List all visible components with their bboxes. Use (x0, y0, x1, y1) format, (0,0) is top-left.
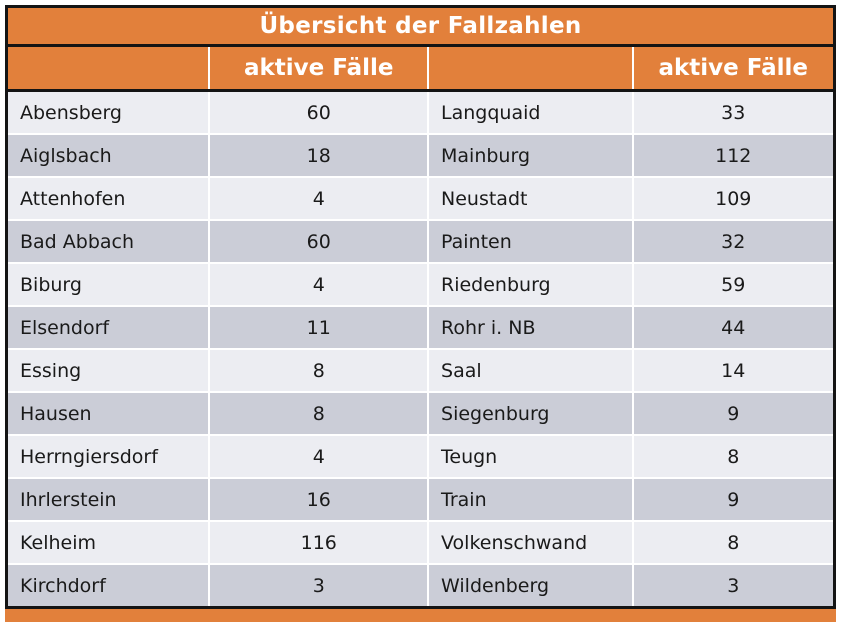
municipality-name-cell: Ihrlerstein (8, 479, 209, 520)
municipality-name-cell: Bad Abbach (8, 221, 209, 262)
municipality-name-cell: Neustadt (429, 178, 632, 219)
active-cases-value-cell: 8 (633, 522, 833, 563)
active-cases-value-cell: 3 (210, 565, 428, 606)
table-title: Übersicht der Fallzahlen (8, 8, 833, 47)
active-cases-value-cell: 11 (210, 307, 428, 348)
municipality-name-cell: Attenhofen (8, 178, 209, 219)
municipality-name-cell: Abensberg (8, 92, 209, 133)
table-header-row: aktive Fälle aktive Fälle (8, 47, 833, 92)
active-cases-value-cell: 9 (633, 393, 833, 434)
active-cases-value-cell: 116 (210, 522, 428, 563)
municipality-name-cell: Painten (429, 221, 632, 262)
active-cases-value-cell: 8 (210, 350, 428, 391)
municipality-name-cell: Teugn (429, 436, 632, 477)
municipality-name-cell: Langquaid (429, 92, 632, 133)
table-row: Abensberg 60 Langquaid 33 (8, 92, 833, 133)
table-row: Biburg 4 Riedenburg 59 (8, 264, 833, 305)
municipality-name-cell: Essing (8, 350, 209, 391)
municipality-name-cell: Aiglsbach (8, 135, 209, 176)
header-cell-municipality-right (429, 47, 632, 89)
active-cases-value-cell: 44 (633, 307, 833, 348)
table-row: Attenhofen 4 Neustadt 109 (8, 178, 833, 219)
municipality-name-cell: Siegenburg (429, 393, 632, 434)
municipality-name-cell: Wildenberg (429, 565, 632, 606)
active-cases-value-cell: 109 (633, 178, 833, 219)
active-cases-value-cell: 18 (210, 135, 428, 176)
table-row: Ihrlerstein 16 Train 9 (8, 479, 833, 520)
active-cases-value-cell: 32 (633, 221, 833, 262)
municipality-name-cell: Kirchdorf (8, 565, 209, 606)
active-cases-value-cell: 33 (633, 92, 833, 133)
table-row: Kirchdorf 3 Wildenberg 3 (8, 565, 833, 606)
municipality-name-cell: Saal (429, 350, 632, 391)
table-row: Elsendorf 11 Rohr i. NB 44 (8, 307, 833, 348)
active-cases-value-cell: 4 (210, 264, 428, 305)
active-cases-value-cell: 112 (633, 135, 833, 176)
table-row: Hausen 8 Siegenburg 9 (8, 393, 833, 434)
municipality-name-cell: Herrngiersdorf (8, 436, 209, 477)
active-cases-value-cell: 59 (633, 264, 833, 305)
municipality-name-cell: Volkenschwand (429, 522, 632, 563)
municipality-name-cell: Riedenburg (429, 264, 632, 305)
municipality-name-cell: Mainburg (429, 135, 632, 176)
table-row: Essing 8 Saal 14 (8, 350, 833, 391)
header-cell-active-cases-left: aktive Fälle (210, 47, 428, 89)
active-cases-value-cell: 60 (210, 221, 428, 262)
municipality-name-cell: Train (429, 479, 632, 520)
cases-table: Übersicht der Fallzahlen aktive Fälle ak… (5, 5, 836, 606)
active-cases-value-cell: 14 (633, 350, 833, 391)
active-cases-value-cell: 9 (633, 479, 833, 520)
table-row: Bad Abbach 60 Painten 32 (8, 221, 833, 262)
active-cases-value-cell: 8 (633, 436, 833, 477)
active-cases-value-cell: 8 (210, 393, 428, 434)
municipality-name-cell: Rohr i. NB (429, 307, 632, 348)
table-body: Abensberg 60 Langquaid 33 Aiglsbach 18 M… (8, 92, 833, 606)
municipality-name-cell: Hausen (8, 393, 209, 434)
header-cell-municipality-left (8, 47, 209, 89)
bottom-orange-strip (5, 606, 836, 622)
municipality-name-cell: Kelheim (8, 522, 209, 563)
active-cases-value-cell: 16 (210, 479, 428, 520)
municipality-name-cell: Biburg (8, 264, 209, 305)
municipality-name-cell: Elsendorf (8, 307, 209, 348)
table-row: Kelheim 116 Volkenschwand 8 (8, 522, 833, 563)
active-cases-value-cell: 3 (633, 565, 833, 606)
active-cases-value-cell: 60 (210, 92, 428, 133)
table-row: Herrngiersdorf 4 Teugn 8 (8, 436, 833, 477)
header-cell-active-cases-right: aktive Fälle (633, 47, 833, 89)
active-cases-value-cell: 4 (210, 178, 428, 219)
table-row: Aiglsbach 18 Mainburg 112 (8, 135, 833, 176)
active-cases-value-cell: 4 (210, 436, 428, 477)
